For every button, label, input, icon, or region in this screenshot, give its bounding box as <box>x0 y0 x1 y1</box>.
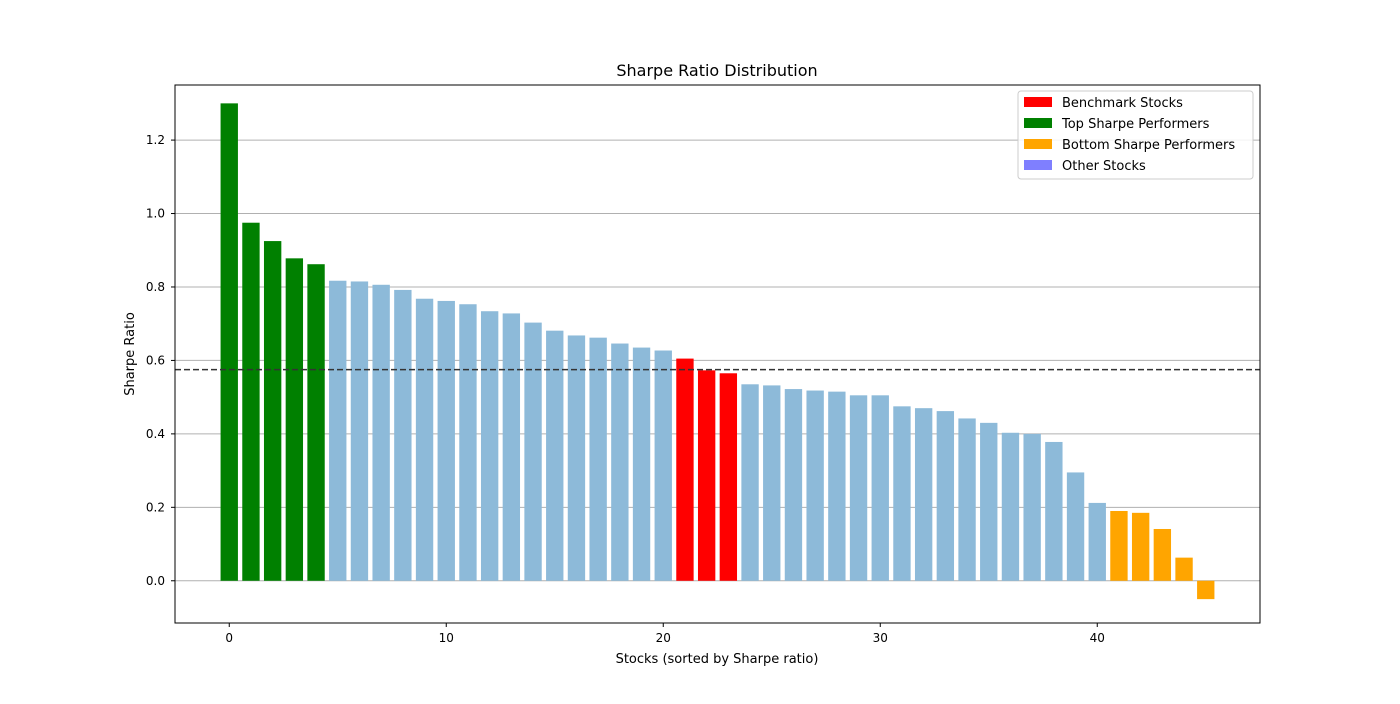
legend-swatch-other <box>1024 160 1052 170</box>
legend-swatch-benchmark <box>1024 97 1052 107</box>
bar-top-1 <box>242 222 260 581</box>
bar-other-5 <box>329 280 347 581</box>
bar-other-37 <box>1023 433 1041 581</box>
bar-top-0 <box>220 103 238 581</box>
bar-other-7 <box>372 284 390 581</box>
bar-top-2 <box>263 241 282 581</box>
legend-label-top: Top Sharpe Performers <box>1061 117 1210 132</box>
legend-box <box>1017 90 1254 180</box>
x-axis-label: Stocks (sorted by Sharpe ratio) <box>616 652 819 667</box>
y-tick-label-0: 0.0 <box>146 574 165 588</box>
y-tick-label-1: 0.2 <box>146 500 165 514</box>
bar-other-9 <box>415 298 434 581</box>
bar-other-17 <box>589 337 607 581</box>
bar-other-34 <box>958 418 976 581</box>
bar-bottom-44 <box>1175 557 1193 581</box>
bar-other-36 <box>1001 432 1020 581</box>
y-tick-label-5: 1.0 <box>146 207 165 221</box>
bar-bottom-43 <box>1153 528 1172 581</box>
bar-other-11 <box>459 304 477 581</box>
bar-other-32 <box>914 408 933 581</box>
legend-label-bottom: Bottom Sharpe Performers <box>1062 138 1235 153</box>
legend-swatch-top <box>1024 118 1052 128</box>
legend: Benchmark Stocks Top Sharpe Performers B… <box>1017 90 1254 180</box>
y-tick-label-4: 0.8 <box>146 280 165 294</box>
y-axis-ticks: 0.0 0.2 0.4 0.6 0.8 1.0 1.2 <box>146 133 175 588</box>
bar-other-13 <box>502 313 521 581</box>
bar-other-20 <box>654 350 672 581</box>
bar-other-16 <box>567 335 586 581</box>
bar-other-14 <box>524 322 542 581</box>
bar-other-15 <box>546 330 564 581</box>
bar-other-19 <box>632 347 651 581</box>
plot-frame <box>174 84 1261 624</box>
x-tick-label-0: 0 <box>225 631 233 645</box>
legend-label-other: Other Stocks <box>1062 159 1146 174</box>
legend-swatch-bottom <box>1024 139 1052 149</box>
chart-title: Sharpe Ratio Distribution <box>616 61 817 80</box>
y-tick-label-3: 0.6 <box>146 353 165 367</box>
bar-other-30 <box>871 395 889 581</box>
x-tick-label-3: 30 <box>873 631 888 645</box>
bar-other-29 <box>849 395 868 581</box>
bar-other-28 <box>828 391 846 581</box>
bar-other-24 <box>741 384 759 581</box>
bar-other-40 <box>1088 502 1106 581</box>
x-tick-label-2: 20 <box>656 631 671 645</box>
bar-bottom-41 <box>1110 510 1128 581</box>
bar-other-26 <box>784 389 803 581</box>
bar-other-18 <box>611 343 629 581</box>
bar-other-33 <box>936 411 955 581</box>
bar-benchmark-21 <box>676 358 694 581</box>
bar-other-6 <box>350 281 369 581</box>
bar-other-35 <box>980 422 998 581</box>
bar-top-3 <box>285 258 304 581</box>
bar-other-38 <box>1045 441 1063 581</box>
y-tick-label-2: 0.4 <box>146 427 165 441</box>
bar-bottom-42 <box>1131 512 1150 581</box>
y-tick-label-6: 1.2 <box>146 133 165 147</box>
bar-other-8 <box>394 289 412 581</box>
bar-other-31 <box>893 406 911 581</box>
x-tick-label-4: 40 <box>1090 631 1105 645</box>
y-axis-label: Sharpe Ratio <box>123 312 138 396</box>
bar-other-12 <box>480 311 499 581</box>
bar-other-39 <box>1066 472 1085 581</box>
bar-top-4 <box>307 264 325 581</box>
bar-benchmark-23 <box>719 373 738 581</box>
x-axis-ticks: 0 10 20 30 40 <box>225 623 1105 645</box>
bar-other-27 <box>806 390 824 581</box>
bar-other-25 <box>763 385 781 581</box>
legend-label-benchmark: Benchmark Stocks <box>1062 96 1183 111</box>
bar-benchmark-22 <box>697 370 716 581</box>
x-tick-label-1: 10 <box>439 631 454 645</box>
bar-other-10 <box>437 300 455 581</box>
bars <box>220 103 1215 600</box>
bar-bottom-45 <box>1197 580 1215 600</box>
